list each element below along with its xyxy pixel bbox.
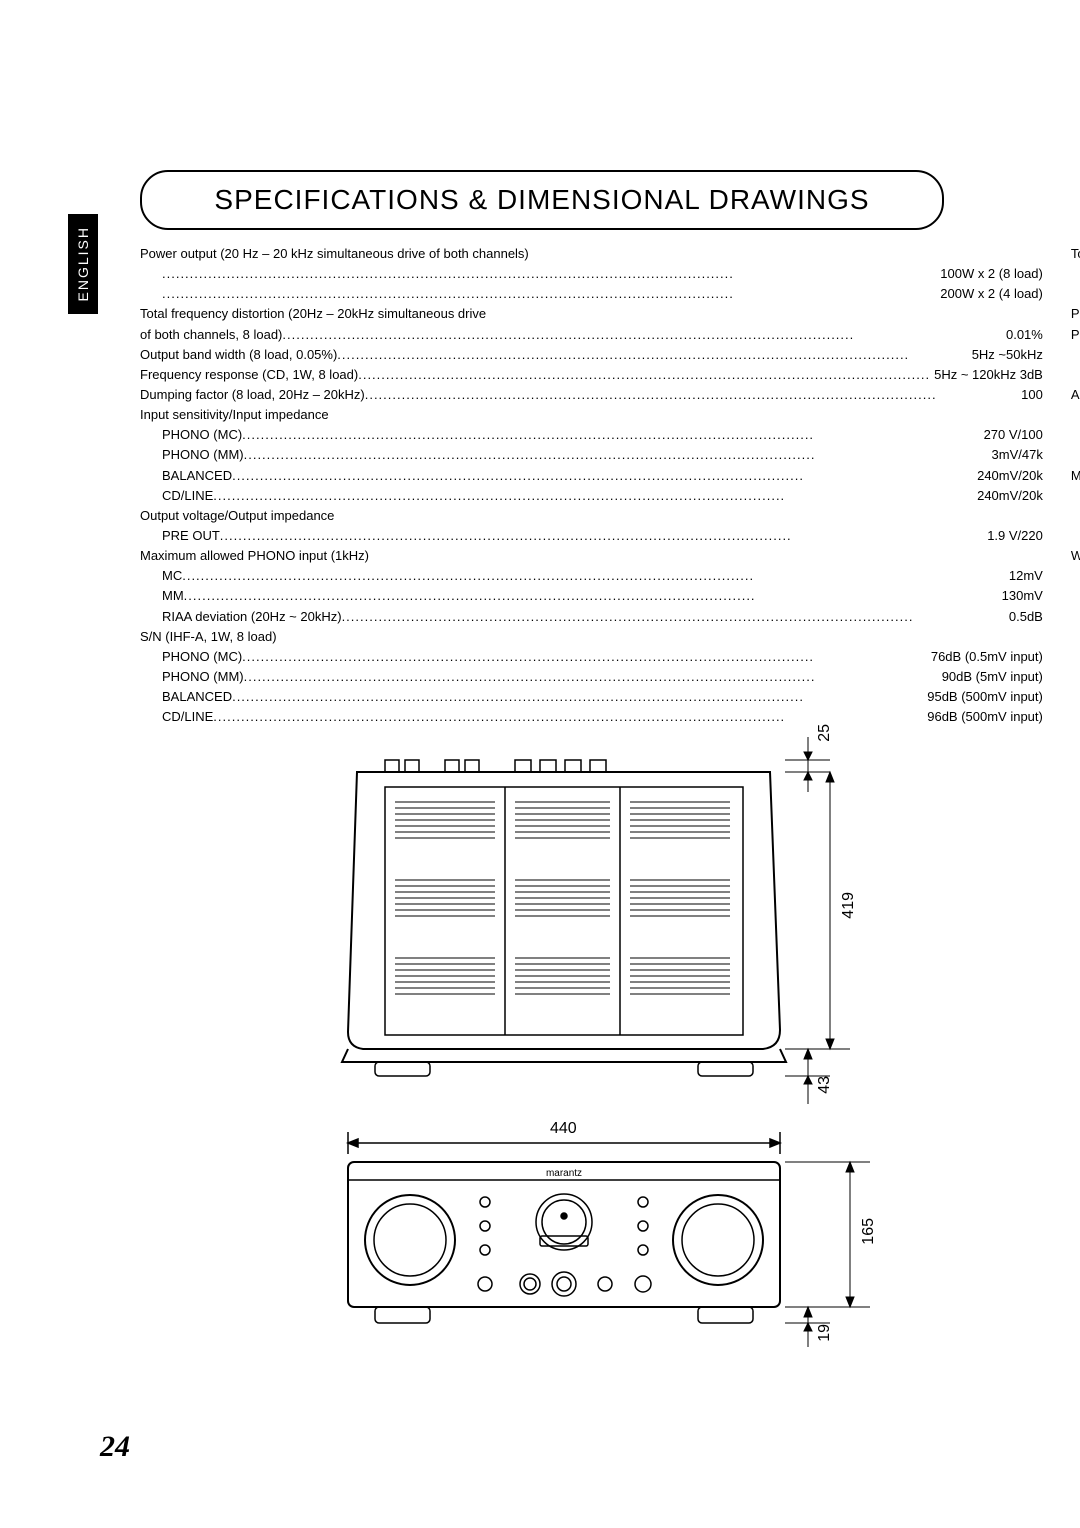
dim-19: 19 [816, 1324, 834, 1342]
power-requirement: Power requirementAC 230V 50Hz [1071, 304, 1080, 324]
sn-cdline: CD/LINE96dB (500mV input) [140, 707, 1043, 727]
power-cons-en60065: (EN60065)380W [1071, 345, 1080, 365]
power-output-heading: Power output (20 Hz – 20 kHz simultaneou… [140, 244, 1043, 264]
input-cdline: CD/LINE240mV/20k [140, 486, 1043, 506]
input-phono-mm: PHONO (MM)3mV/47k [140, 445, 1043, 465]
right-column: Tone control Bass (50Hz)8dB Treble (20kH… [1071, 244, 1080, 727]
page: ENGLISH SPECIFICATIONS & DIMENSIONAL DRA… [0, 0, 1080, 1528]
dim-depth: Depth444mm [1071, 526, 1080, 546]
tone-bass: Bass (50Hz)8dB [1071, 264, 1080, 284]
riaa-deviation: RIAA deviation (20Hz ~ 20kHz)0.5dB [140, 607, 1043, 627]
sn-heading: S/N (IHF-A, 1W, 8 load) [140, 627, 1043, 647]
dim-440: 440 [550, 1120, 577, 1138]
acc-remote: Remote controller1 [1071, 405, 1080, 425]
input-balanced: BALANCED240mV/20k [140, 466, 1043, 486]
frequency-response: Frequency response (CD, 1W, 8 load)5Hz ~… [140, 365, 1043, 385]
drawings-svg: marantz [330, 732, 970, 1352]
max-phono-mc: MC12mV [140, 566, 1043, 586]
dim-25: 25 [816, 724, 834, 742]
dim-419: 419 [840, 892, 858, 919]
page-title-box: SPECIFICATIONS & DIMENSIONAL DRAWINGS [140, 170, 944, 230]
power-cons-4ohm: (4 , 200W x 2 output)880W [1071, 365, 1080, 385]
power-consumption-heading: Power consumption [1071, 325, 1080, 345]
dumping-factor: Dumping factor (8 load, 20Hz – 20kHz)100 [140, 385, 1043, 405]
front-view-icon: marantz [348, 1132, 780, 1323]
tone-control-heading: Tone control [1071, 244, 1080, 264]
sn-phono-mc: PHONO (MC)76dB (0.5mV input) [140, 647, 1043, 667]
dim-43: 43 [816, 1076, 834, 1094]
power-output-8ohm: 100W x 2 (8 load) [140, 264, 1043, 284]
dim-165: 165 [860, 1218, 878, 1245]
language-tab: ENGLISH [68, 214, 98, 314]
input-phono-mc: PHONO (MC)270 V/100 [140, 425, 1043, 445]
weight: Weight (Amp)26.0kg [1071, 546, 1080, 566]
dim-width: Width440mm [1071, 486, 1080, 506]
left-column: Power output (20 Hz – 20 kHz simultaneou… [140, 244, 1043, 727]
input-sens-heading: Input sensitivity/Input impedance [140, 405, 1043, 425]
dimensional-drawings: marantz 25 419 43 440 165 [330, 732, 970, 1352]
spec-columns: Power output (20 Hz – 20 kHz simultaneou… [140, 244, 940, 727]
brand-label: marantz [546, 1168, 582, 1179]
output-bandwidth: Output band width (8 load, 0.05%)5Hz ~50… [140, 345, 1043, 365]
acc-aaa: AAA batteries2 [1071, 425, 1080, 445]
sn-balanced: BALANCED95dB (500mV input) [140, 687, 1043, 707]
dimensions-heading: Maximum outer dimensions (Amp) [1071, 466, 1080, 486]
sn-phono-mm: PHONO (MM)90dB (5mV input) [140, 667, 1043, 687]
preout: PRE OUT1.9 V/220 [140, 526, 1043, 546]
thd-value: of both channels, 8 load)0.01% [140, 325, 1043, 345]
page-title: SPECIFICATIONS & DIMENSIONAL DRAWINGS [214, 184, 869, 216]
output-voltage-heading: Output voltage/Output impedance [140, 506, 1043, 526]
power-output-4ohm: 200W x 2 (4 load) [140, 284, 1043, 304]
tone-treble: Treble (20kHz)8dB [1071, 284, 1080, 304]
max-phono-heading: Maximum allowed PHONO input (1kHz) [140, 546, 1043, 566]
accessories-heading: Accessories [1071, 385, 1080, 405]
acc-ac-cable: Detachable AC power cable1 [1071, 445, 1080, 465]
max-phono-mm: MM130mV [140, 586, 1043, 606]
top-view-icon [342, 760, 786, 1076]
thd-heading: Total frequency distortion (20Hz – 20kHz… [140, 304, 1043, 324]
page-number: 24 [100, 1430, 130, 1464]
language-label: ENGLISH [75, 226, 91, 301]
dim-height: Height165mm [1071, 506, 1080, 526]
